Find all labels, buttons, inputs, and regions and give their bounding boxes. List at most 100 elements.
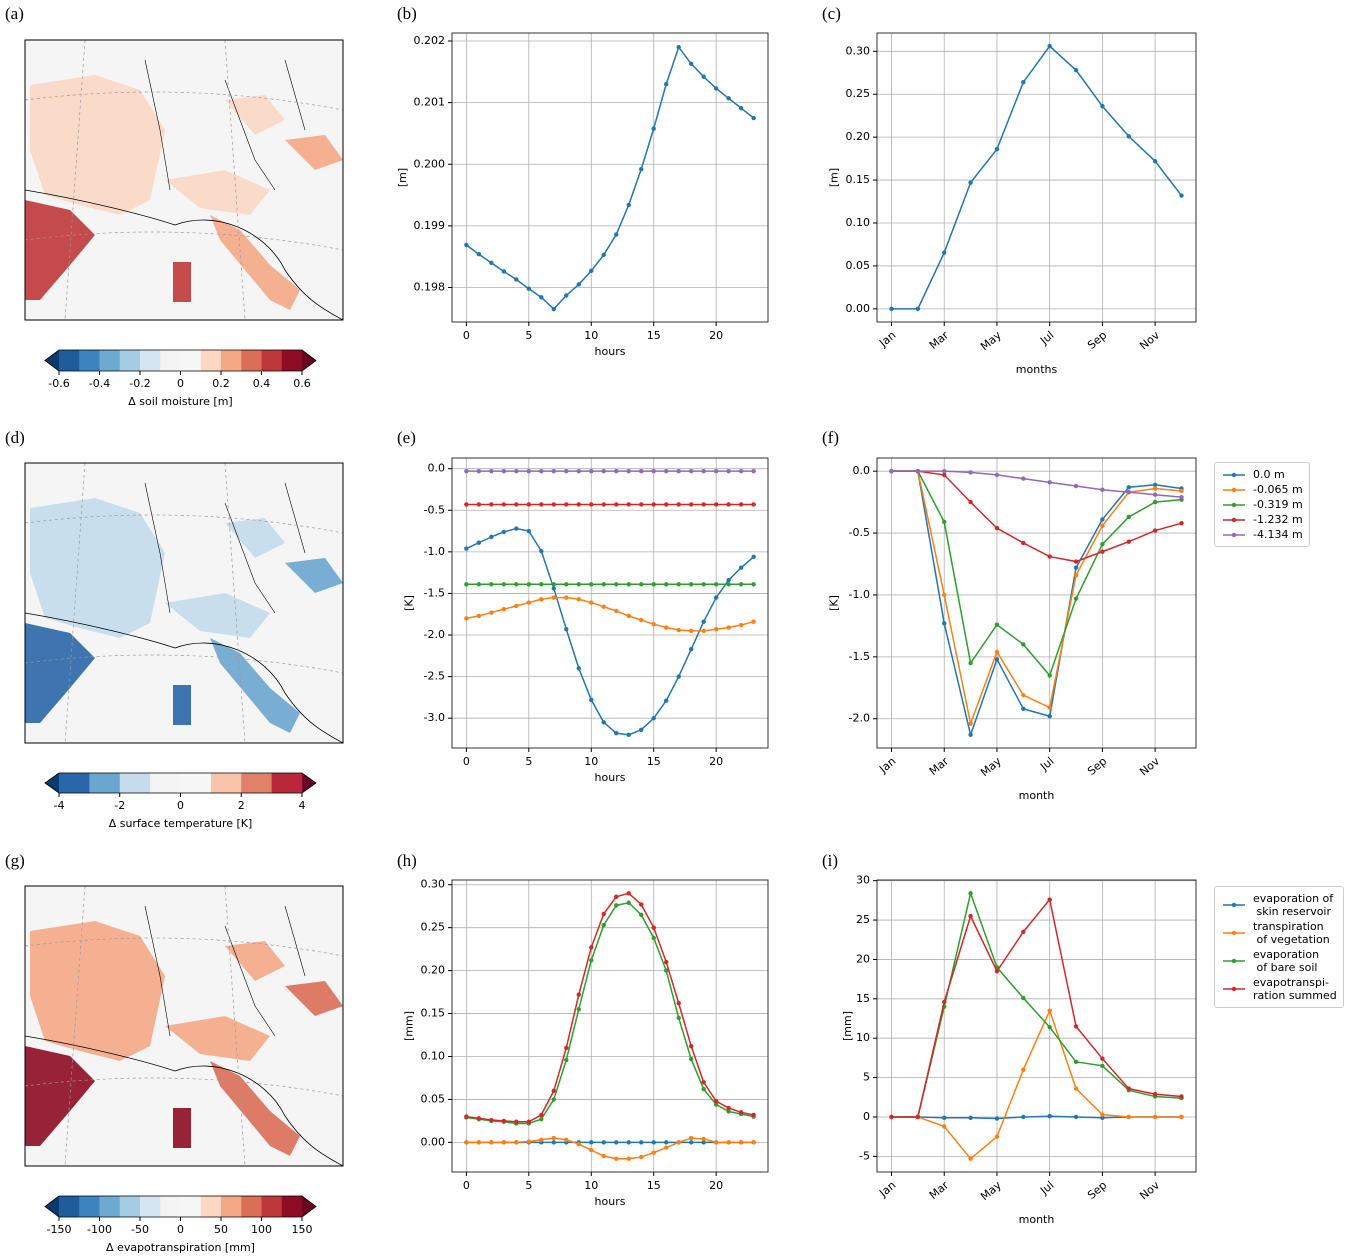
colorbar-segment <box>281 1196 303 1217</box>
data-point <box>601 582 606 587</box>
data-point <box>489 1117 494 1123</box>
y-tick-label: 5 <box>863 1071 870 1084</box>
data-point <box>968 499 973 505</box>
data-point <box>501 607 507 612</box>
coastline <box>24 189 344 321</box>
data-point <box>1152 499 1158 505</box>
data-point <box>576 1141 581 1147</box>
data-point <box>664 1145 669 1150</box>
data-point <box>526 502 532 507</box>
data-point <box>738 468 744 474</box>
map-region <box>285 135 343 170</box>
map-region <box>165 1016 270 1061</box>
data-point <box>994 657 1000 662</box>
panel-title: (f) <box>822 428 839 447</box>
y-tick-label: 0.0 <box>853 464 871 477</box>
data-point <box>614 1140 619 1145</box>
data-point <box>614 502 619 507</box>
x-tick-label: -4 <box>54 799 65 812</box>
colorbar-segment <box>180 773 212 793</box>
map-region <box>173 1108 191 1148</box>
y-tick-label: 30 <box>856 874 870 887</box>
map-region <box>165 170 270 215</box>
x-axis-label: hours <box>595 771 626 784</box>
data-point <box>1179 488 1184 494</box>
data-point <box>968 180 973 185</box>
data-point <box>713 1098 719 1104</box>
y-tick-label: 0.199 <box>414 219 446 232</box>
data-point <box>688 1043 694 1049</box>
data-point <box>713 595 719 600</box>
legend-label: -0.065 m <box>1253 483 1303 496</box>
data-point <box>713 86 719 91</box>
data-point <box>564 582 569 587</box>
data-point <box>539 468 544 474</box>
data-point <box>1126 539 1131 544</box>
colorbar-segment <box>79 350 100 371</box>
data-point <box>968 1156 973 1161</box>
data-point <box>564 626 569 632</box>
x-tick-label: Jul <box>1037 1179 1056 1198</box>
data-point <box>968 660 973 666</box>
legend-label: -4.134 m <box>1253 528 1303 541</box>
data-point <box>701 1080 706 1085</box>
x-tick-label: 100 <box>251 1223 272 1236</box>
y-tick-label: 0.15 <box>421 1007 446 1020</box>
map <box>24 39 344 321</box>
data-point <box>994 622 1000 627</box>
data-point <box>589 1140 594 1145</box>
data-point <box>664 625 669 630</box>
data-point <box>726 1140 731 1145</box>
data-point <box>589 958 594 963</box>
data-point <box>564 502 569 507</box>
y-tick-label: 0.15 <box>846 173 871 186</box>
legend-label: 0.0 m <box>1253 468 1285 481</box>
colorbar-segment <box>210 773 242 793</box>
data-point <box>476 502 482 507</box>
map <box>24 885 344 1167</box>
data-point <box>1073 596 1079 601</box>
y-axis-label: [K] <box>403 595 416 611</box>
data-point <box>664 698 669 703</box>
colorbar-segment <box>150 773 181 793</box>
data-point <box>701 1140 706 1145</box>
data-point <box>614 468 619 474</box>
data-point <box>889 468 894 474</box>
map-region <box>30 498 165 638</box>
legend-swatch <box>1223 472 1245 477</box>
data-point <box>1100 104 1105 109</box>
y-tick-label: 0.0 <box>428 462 446 475</box>
colorbar-segment <box>200 350 222 371</box>
data-point <box>626 468 631 474</box>
data-point <box>1179 193 1184 198</box>
map-region <box>210 1061 300 1156</box>
y-axis-label: [mm] <box>403 1011 416 1041</box>
x-tick-label: 0 <box>463 329 470 342</box>
data-point <box>1021 540 1026 546</box>
legend-entry: -1.232 m <box>1221 513 1303 526</box>
x-tick-label: 20 <box>709 755 723 768</box>
data-point <box>1152 1114 1158 1120</box>
data-point <box>614 582 619 587</box>
data-point <box>1073 483 1079 489</box>
data-point <box>1100 1115 1105 1120</box>
data-point <box>1126 485 1131 490</box>
data-point <box>688 502 694 507</box>
y-tick-label: 10 <box>856 1031 870 1044</box>
colorbar-segment <box>99 350 121 371</box>
y-tick-label: 0.20 <box>846 130 871 143</box>
map-frame <box>24 885 344 1167</box>
data-point <box>589 268 594 274</box>
data-point <box>651 502 656 507</box>
y-tick-label: 0.200 <box>414 157 446 170</box>
colorbar-segment <box>180 1196 202 1217</box>
graticule <box>64 39 86 321</box>
data-point <box>1047 1113 1052 1119</box>
border <box>144 59 306 191</box>
series-line <box>891 470 1182 738</box>
graticule <box>24 231 344 251</box>
data-point <box>589 468 594 474</box>
y-tick-label: 0.30 <box>846 44 871 57</box>
y-tick-label: -3.0 <box>424 711 445 724</box>
colorbar-extend <box>302 773 316 793</box>
